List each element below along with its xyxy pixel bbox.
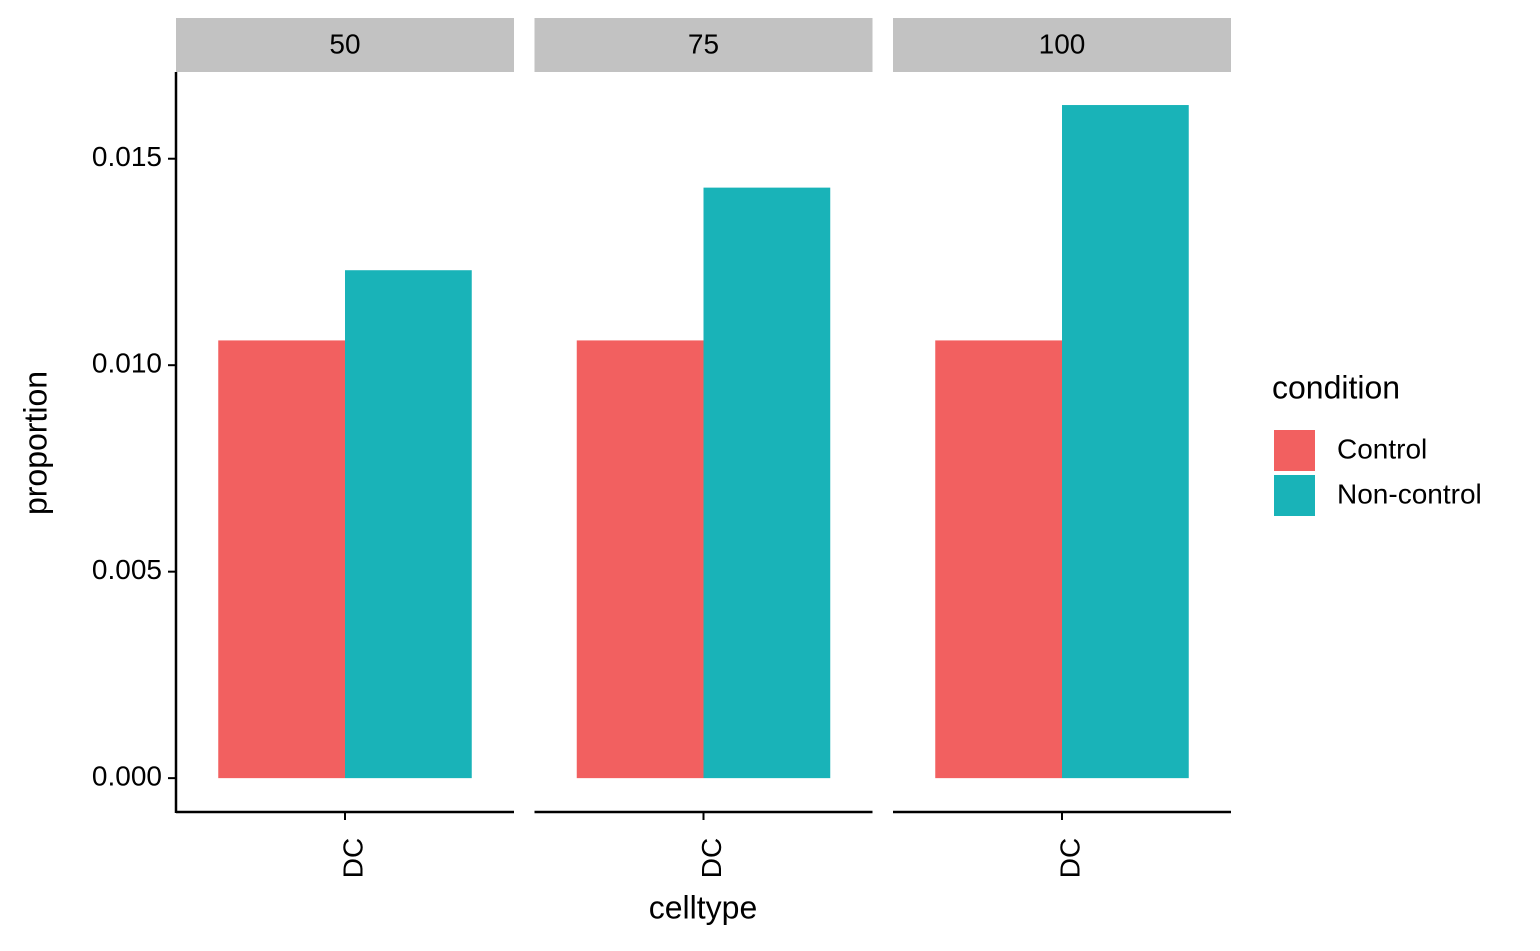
facet-strip xyxy=(893,18,1231,72)
x-tick-label: DC xyxy=(1054,838,1085,878)
legend-label: Control xyxy=(1337,433,1427,464)
facet-label: 75 xyxy=(688,28,719,59)
facet-label: 100 xyxy=(1039,28,1086,59)
x-tick-label: DC xyxy=(337,838,368,878)
legend-key xyxy=(1274,430,1315,471)
legend-title: condition xyxy=(1272,369,1400,405)
facet-strip xyxy=(534,18,873,72)
bar xyxy=(576,340,704,779)
bar xyxy=(218,340,345,779)
x-axis-label: celltype xyxy=(649,889,758,925)
x-tick-label: DC xyxy=(696,838,727,878)
y-tick-label: 0.005 xyxy=(92,554,162,585)
bar xyxy=(703,187,831,779)
bar xyxy=(345,270,472,779)
facet-strip xyxy=(176,18,514,72)
y-tick-label: 0.000 xyxy=(92,761,162,792)
legend-key xyxy=(1274,475,1315,516)
y-tick-label: 0.015 xyxy=(92,141,162,172)
bar xyxy=(935,340,1062,779)
legend-label: Non-control xyxy=(1337,478,1482,509)
y-tick-label: 0.010 xyxy=(92,348,162,379)
y-axis-label: proportion xyxy=(17,371,53,515)
bar xyxy=(1062,105,1189,779)
facet-label: 50 xyxy=(329,28,360,59)
